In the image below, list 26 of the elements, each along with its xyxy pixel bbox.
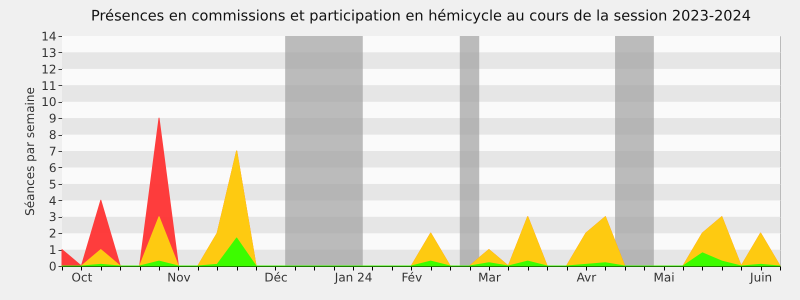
y-tick-label: 1	[48, 243, 56, 258]
x-tick-label: Jan 24	[334, 270, 372, 284]
x-tick-label: Oct	[72, 270, 93, 284]
y-tick-label: 5	[48, 177, 56, 192]
y-tick-label: 2	[48, 226, 56, 241]
x-tick-label: Nov	[167, 270, 191, 284]
y-tick-label: 11	[41, 78, 56, 93]
chart-title: Présences en commissions et participation en hémicycle au cours de la session 2023-2024	[91, 8, 751, 24]
y-tick-label: 0	[48, 260, 56, 274]
y-tick-label: 12	[41, 62, 56, 76]
x-tick-label: Mai	[654, 270, 675, 284]
x-tick-label: Fév	[401, 270, 422, 284]
y-tick-label: 8	[48, 128, 56, 142]
x-tick-label: Avr	[576, 270, 596, 284]
y-tick-label: 13	[41, 46, 56, 60]
x-tick-label: Juin	[749, 270, 772, 284]
y-tick-label: 3	[48, 210, 56, 224]
x-tick-label: Déc	[264, 270, 288, 284]
y-tick-label: 6	[48, 160, 56, 175]
x-tick-label: Mar	[478, 270, 501, 284]
y-tick-label: 9	[48, 112, 56, 126]
y-axis-title: Séances par semaine	[23, 87, 38, 216]
y-tick-label: 4	[48, 194, 56, 208]
y-tick-label: 10	[41, 95, 56, 110]
y-tick-label: 14	[41, 30, 56, 44]
y-tick-label: 7	[48, 144, 56, 158]
